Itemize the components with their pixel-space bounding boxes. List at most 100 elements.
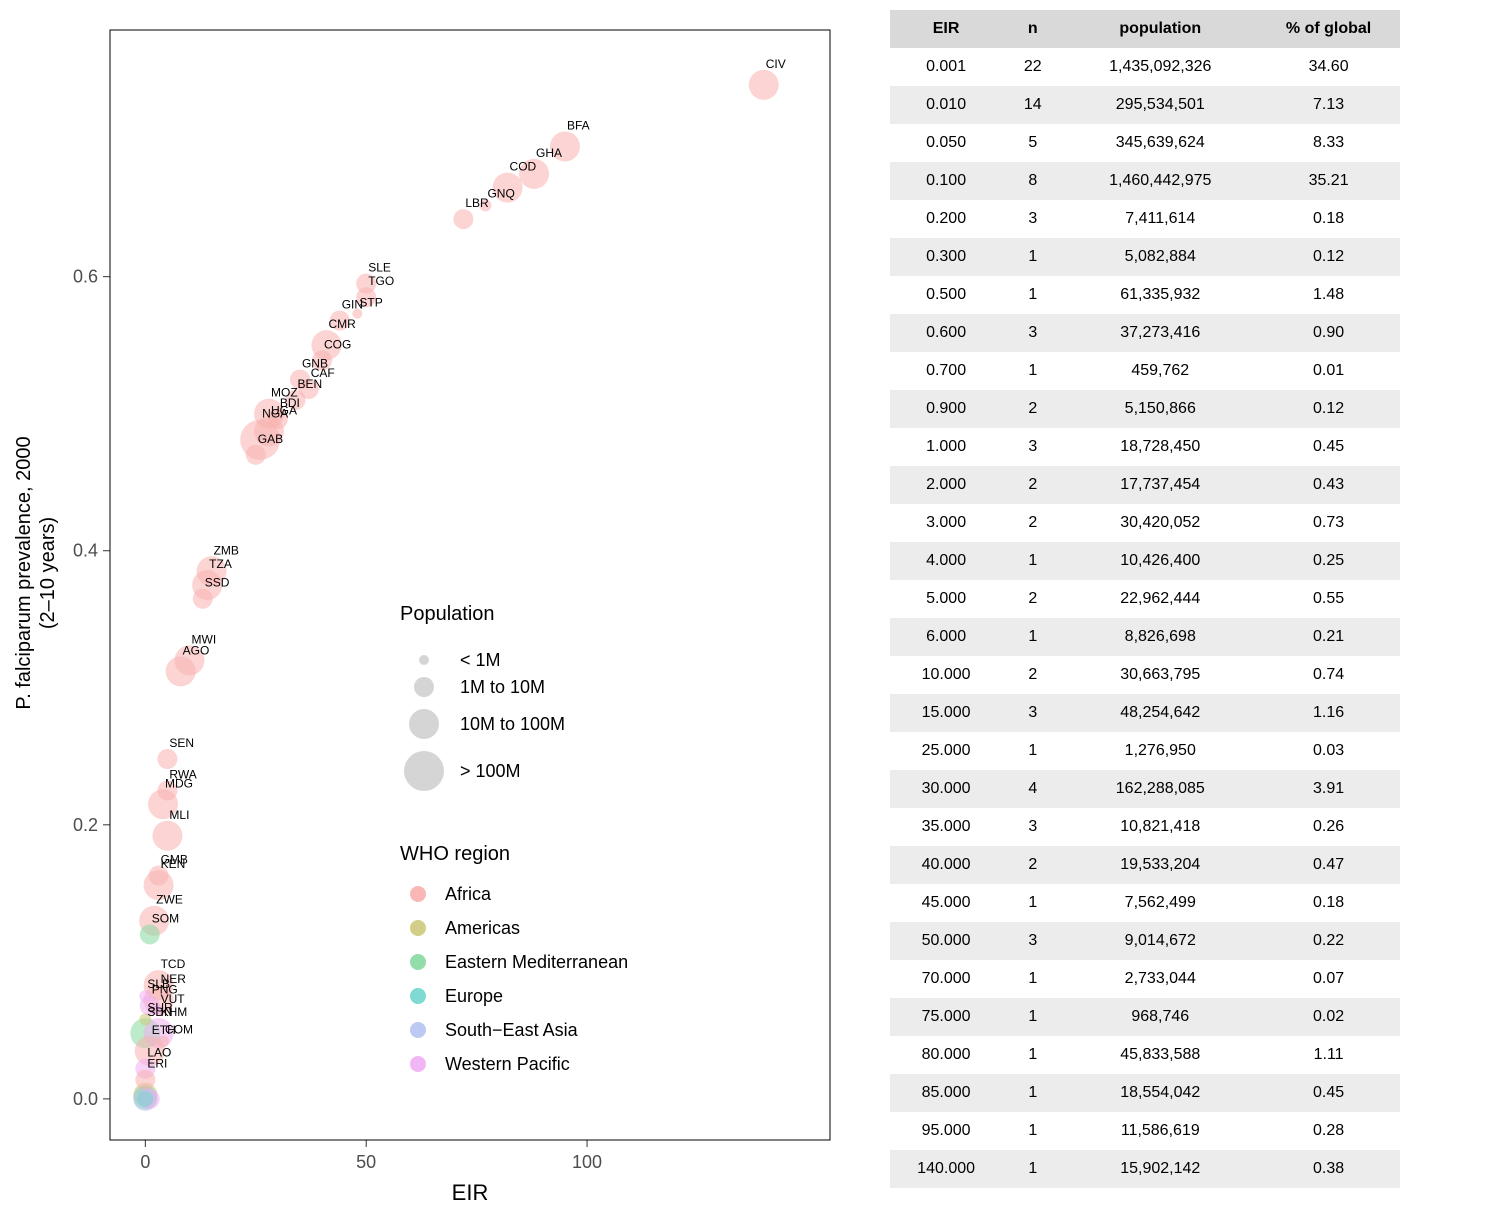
table-cell: 4.000 [890, 542, 1002, 580]
table-cell: 50.000 [890, 922, 1002, 960]
table-cell: 9,014,672 [1063, 922, 1257, 960]
table-cell: 17,737,454 [1063, 466, 1257, 504]
size-legend-label: < 1M [460, 650, 501, 670]
table-row: 2.000217,737,4540.43 [890, 466, 1400, 504]
table-cell: 1 [1002, 238, 1063, 276]
size-legend-swatch [404, 751, 444, 791]
table-cell: 3 [1002, 694, 1063, 732]
table-cell: 2 [1002, 846, 1063, 884]
table-cell: 7,411,614 [1063, 200, 1257, 238]
page-container: 0501000.00.20.40.6EIRP. falciparum preva… [0, 0, 1500, 1227]
table-cell: 35.21 [1257, 162, 1400, 200]
table-cell: 140.000 [890, 1150, 1002, 1188]
table-cell: 1 [1002, 1150, 1063, 1188]
table-row: 15.000348,254,6421.16 [890, 694, 1400, 732]
size-legend-swatch [409, 709, 439, 739]
table-cell: 1 [1002, 960, 1063, 998]
point-label: BFA [567, 118, 590, 132]
point-label: GIN [342, 298, 363, 312]
table-cell: 0.22 [1257, 922, 1400, 960]
y-tick-label: 0.2 [73, 815, 98, 835]
table-cell: 0.18 [1257, 884, 1400, 922]
table-cell: 2 [1002, 466, 1063, 504]
point-label: KHM [161, 1005, 188, 1019]
x-tick-label: 50 [356, 1152, 376, 1172]
table-cell: 0.900 [890, 390, 1002, 428]
table-cell: 8 [1002, 162, 1063, 200]
table-row: 1.000318,728,4500.45 [890, 428, 1400, 466]
table-row: 0.0505345,639,6248.33 [890, 124, 1400, 162]
table-cell: 1.16 [1257, 694, 1400, 732]
data-point [152, 821, 182, 851]
color-legend-label: Eastern Mediterranean [445, 952, 628, 972]
table-cell: 0.010 [890, 86, 1002, 124]
point-label: COD [510, 160, 537, 174]
table-row: 5.000222,962,4440.55 [890, 580, 1400, 618]
table-cell: 0.73 [1257, 504, 1400, 542]
table-row: 10.000230,663,7950.74 [890, 656, 1400, 694]
table-cell: 1 [1002, 884, 1063, 922]
table-cell: 10.000 [890, 656, 1002, 694]
table-cell: 8,826,698 [1063, 618, 1257, 656]
table-cell: 19,533,204 [1063, 846, 1257, 884]
table-cell: 61,335,932 [1063, 276, 1257, 314]
table-cell: 1 [1002, 732, 1063, 770]
table-cell: 11,586,619 [1063, 1112, 1257, 1150]
table-row: 0.001221,435,092,32634.60 [890, 48, 1400, 86]
size-legend-title: Population [400, 603, 495, 625]
table-row: 0.7001459,7620.01 [890, 352, 1400, 390]
y-tick-label: 0.4 [73, 541, 98, 561]
table-cell: 10,821,418 [1063, 808, 1257, 846]
table-cell: 1 [1002, 1074, 1063, 1112]
table-row: 4.000110,426,4000.25 [890, 542, 1400, 580]
table-row: 50.00039,014,6720.22 [890, 922, 1400, 960]
table-row: 0.500161,335,9321.48 [890, 276, 1400, 314]
table-row: 3.000230,420,0520.73 [890, 504, 1400, 542]
point-label: BEN [298, 377, 323, 391]
table-header-cell: EIR [890, 10, 1002, 48]
table-cell: 22,962,444 [1063, 580, 1257, 618]
table-cell: 0.90 [1257, 314, 1400, 352]
table-cell: 15.000 [890, 694, 1002, 732]
table-cell: 1 [1002, 998, 1063, 1036]
table-cell: 1,276,950 [1063, 732, 1257, 770]
table-cell: 162,288,085 [1063, 770, 1257, 808]
data-point [246, 445, 266, 465]
color-legend-label: Western Pacific [445, 1054, 570, 1074]
table-row: 70.00012,733,0440.07 [890, 960, 1400, 998]
table-header-cell: population [1063, 10, 1257, 48]
table-cell: 75.000 [890, 998, 1002, 1036]
table-row: 0.600337,273,4160.90 [890, 314, 1400, 352]
table-cell: 2,733,044 [1063, 960, 1257, 998]
point-label: ZMB [214, 543, 239, 557]
table-row: 85.000118,554,0420.45 [890, 1074, 1400, 1112]
table-cell: 0.050 [890, 124, 1002, 162]
table-cell: 1 [1002, 276, 1063, 314]
table-cell: 95.000 [890, 1112, 1002, 1150]
eir-table: EIRnpopulation% of global0.001221,435,09… [890, 10, 1400, 1188]
y-axis-title-line2: (2–10 years) [37, 517, 59, 629]
scatter-chart-svg: 0501000.00.20.40.6EIRP. falciparum preva… [0, 0, 880, 1227]
table-cell: 0.03 [1257, 732, 1400, 770]
table-cell: 6.000 [890, 618, 1002, 656]
table-cell: 1.11 [1257, 1036, 1400, 1074]
point-label: CMR [328, 317, 356, 331]
table-cell: 2 [1002, 504, 1063, 542]
table-cell: 15,902,142 [1063, 1150, 1257, 1188]
table-cell: 4 [1002, 770, 1063, 808]
table-cell: 1,460,442,975 [1063, 162, 1257, 200]
table-cell: 45,833,588 [1063, 1036, 1257, 1074]
table-cell: 10,426,400 [1063, 542, 1257, 580]
table-cell: 0.600 [890, 314, 1002, 352]
table-row: 0.01014295,534,5017.13 [890, 86, 1400, 124]
data-point [749, 70, 779, 100]
point-label: ETH [152, 1023, 176, 1037]
table-cell: 1 [1002, 1036, 1063, 1074]
table-cell: 1 [1002, 352, 1063, 390]
data-point [135, 1070, 155, 1090]
point-label: AGO [183, 643, 210, 657]
table-cell: 0.02 [1257, 998, 1400, 1036]
table-cell: 18,728,450 [1063, 428, 1257, 466]
y-tick-label: 0.6 [73, 267, 98, 287]
table-header-cell: % of global [1257, 10, 1400, 48]
